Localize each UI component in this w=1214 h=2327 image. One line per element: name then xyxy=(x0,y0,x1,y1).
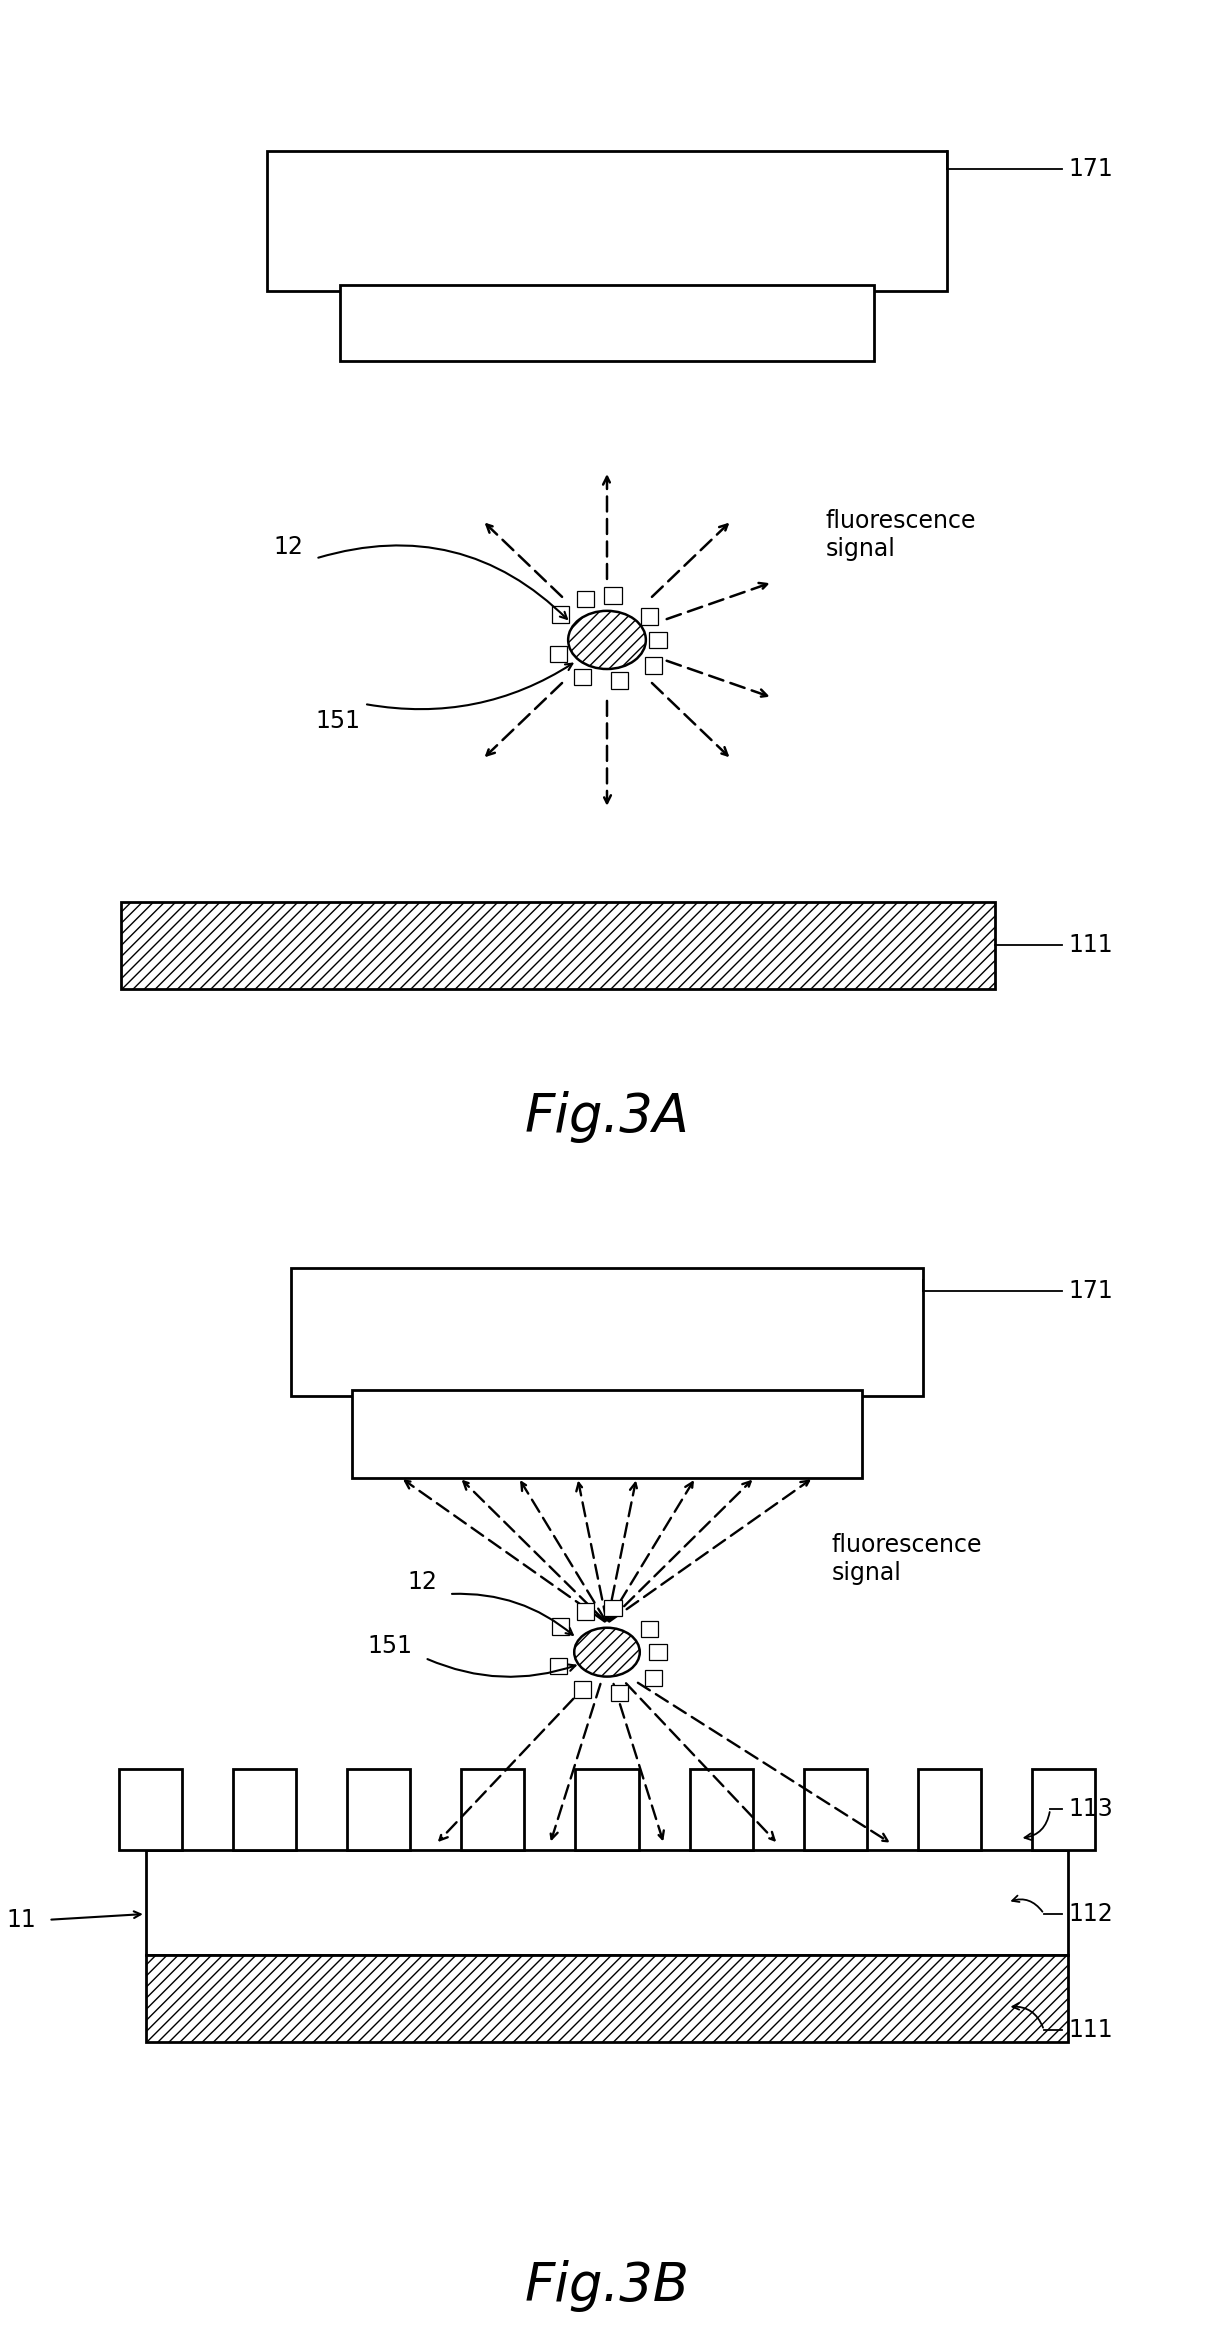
Text: 11: 11 xyxy=(6,1908,36,1931)
Text: 111: 111 xyxy=(1068,2018,1113,2043)
Bar xyxy=(690,1769,753,1850)
Text: 171: 171 xyxy=(1068,156,1113,182)
Bar xyxy=(291,1268,923,1396)
Bar xyxy=(233,1769,296,1850)
Bar xyxy=(461,1769,524,1850)
Bar xyxy=(347,1769,410,1850)
Text: Fig.3B: Fig.3B xyxy=(524,2260,690,2313)
Text: 12: 12 xyxy=(407,1571,437,1594)
Text: 171: 171 xyxy=(1068,1280,1113,1303)
Text: 151: 151 xyxy=(368,1634,413,1659)
Bar xyxy=(146,1955,1068,2043)
Bar xyxy=(340,284,874,361)
Text: 112: 112 xyxy=(1068,1901,1113,1927)
Text: Fig.3A: Fig.3A xyxy=(524,1091,690,1143)
Bar xyxy=(267,151,947,291)
Bar xyxy=(804,1769,867,1850)
Text: 111: 111 xyxy=(1068,933,1113,956)
Text: fluorescence
signal: fluorescence signal xyxy=(832,1533,982,1585)
Bar xyxy=(119,1769,182,1850)
Bar xyxy=(121,901,995,989)
Text: 113: 113 xyxy=(1068,1796,1113,1822)
Bar xyxy=(146,1850,1068,1955)
Text: 12: 12 xyxy=(273,535,304,558)
Bar xyxy=(1032,1769,1095,1850)
Ellipse shape xyxy=(574,1629,640,1675)
Bar xyxy=(575,1769,639,1850)
Text: fluorescence
signal: fluorescence signal xyxy=(826,510,976,561)
Bar xyxy=(918,1769,981,1850)
Bar xyxy=(352,1389,862,1478)
Text: 151: 151 xyxy=(316,710,361,733)
Ellipse shape xyxy=(568,610,646,670)
